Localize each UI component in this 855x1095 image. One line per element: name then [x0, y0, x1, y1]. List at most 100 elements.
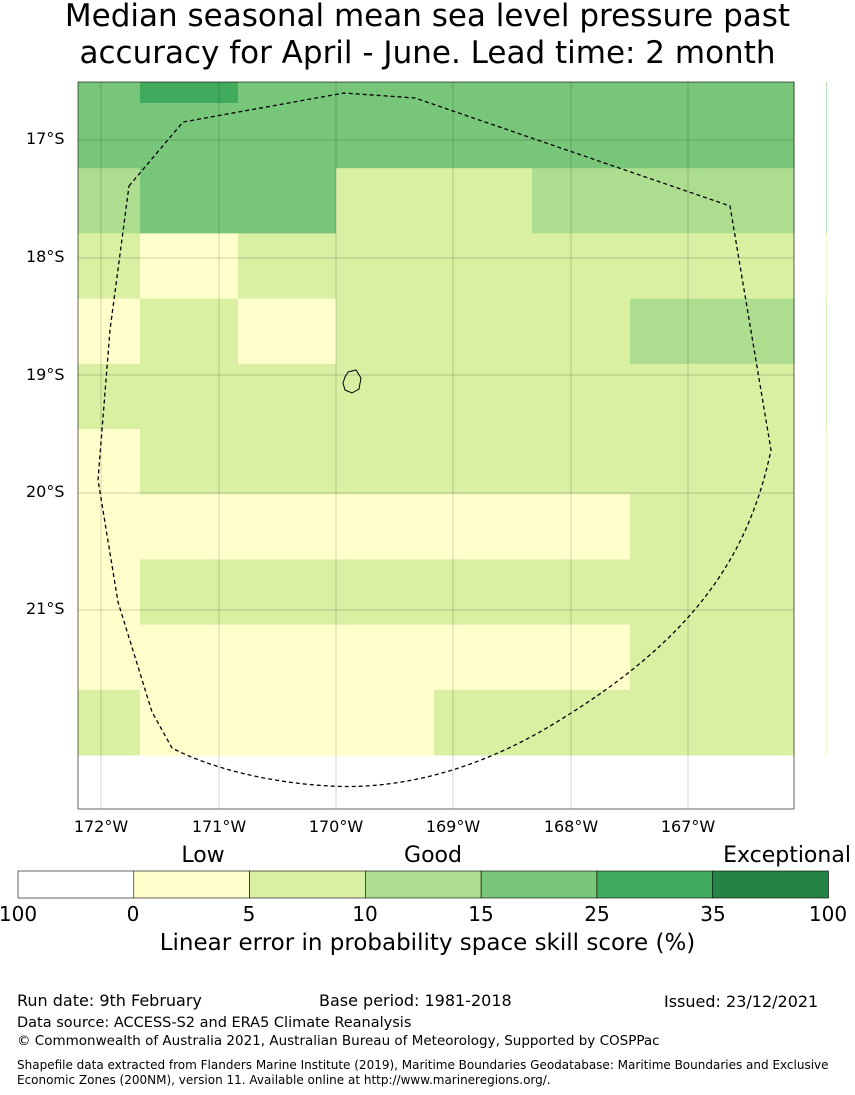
skill-cell [728, 559, 795, 626]
skill-cell [78, 559, 141, 626]
colorbar-tick: 100 [0, 902, 38, 926]
skill-cell [826, 429, 827, 495]
colorbar-tick: 100 [808, 902, 848, 926]
lon-label-167w: 167°W [660, 817, 716, 836]
skill-cell [140, 103, 239, 169]
colorbar-segment [249, 870, 366, 899]
colorbar [17, 870, 829, 899]
skill-cell [532, 168, 631, 234]
skill-cell [336, 494, 435, 560]
skill-cell [826, 494, 827, 560]
eez-boundary [97, 92, 772, 788]
skill-cell [826, 689, 827, 756]
skill-cell [238, 168, 337, 234]
skill-cell [826, 168, 827, 234]
skill-cell [826, 559, 827, 626]
skill-cell [78, 103, 141, 169]
skill-cell [336, 559, 435, 626]
skill-cell [78, 82, 141, 104]
skill-cell [78, 689, 141, 756]
skill-cell [728, 82, 795, 104]
skill-cell [434, 624, 533, 691]
niue-coastline [342, 369, 362, 394]
map-frame [77, 81, 795, 810]
colorbar-segment [480, 870, 598, 899]
skill-cell [434, 494, 533, 560]
skill-cell [434, 168, 533, 234]
skill-cell [434, 298, 533, 365]
skill-cell [532, 363, 631, 430]
skill-cell [728, 689, 795, 756]
skill-cell [532, 298, 631, 365]
colorbar-segment [365, 870, 482, 899]
skill-cell [630, 82, 729, 104]
skill-cell [630, 168, 729, 234]
skill-cell [728, 624, 795, 691]
skill-cell [728, 298, 795, 365]
skill-cell [630, 689, 729, 756]
skill-cell [336, 103, 435, 169]
graticule [78, 82, 794, 809]
data-source: Data source: ACCESS-S2 and ERA5 Climate … [17, 1015, 412, 1031]
skill-cell [238, 363, 337, 430]
skill-cell [728, 233, 795, 300]
skill-cell [78, 494, 141, 560]
skill-cell [532, 559, 631, 626]
skill-cell [728, 168, 795, 234]
lon-label-171w: 171°W [191, 817, 247, 836]
skill-cell [728, 429, 795, 495]
skill-cell [336, 233, 435, 300]
colorbar-label: Linear error in probability space skill … [159, 930, 696, 956]
skill-cell [532, 82, 631, 104]
skill-cell [826, 82, 827, 104]
colorbar-tick: 5 [242, 902, 256, 926]
lat-label-17s: 17°S [26, 129, 65, 148]
skill-cell [434, 233, 533, 300]
skill-cell [140, 494, 239, 560]
skill-cell [238, 689, 337, 756]
skill-cell [532, 494, 631, 560]
skill-cell [140, 429, 239, 495]
skill-cell [238, 429, 337, 495]
shapefile-credit: Shapefile data extracted from Flanders M… [17, 1058, 829, 1087]
colorbar-tick: 35 [700, 902, 726, 926]
skill-cell [728, 494, 795, 560]
skill-cell [78, 363, 141, 430]
skill-cell [238, 624, 337, 691]
colorbar-tick: 10 [352, 902, 378, 926]
skill-cell [336, 689, 435, 756]
skill-cell [728, 363, 795, 430]
skill-cell [532, 429, 631, 495]
skill-cell [630, 298, 729, 365]
skill-cell [630, 103, 729, 169]
skill-cell [140, 363, 239, 430]
skill-cell [336, 429, 435, 495]
skill-cell [434, 559, 533, 626]
skill-cell [434, 82, 533, 104]
skill-cell [336, 82, 435, 104]
skill-cell [434, 363, 533, 430]
skill-cell [78, 429, 141, 495]
category-low: Low [181, 843, 225, 868]
skill-cell [140, 298, 239, 365]
skill-cell [140, 233, 239, 300]
issued-date: Issued: 23/12/2021 [664, 992, 819, 1011]
skill-cell [238, 103, 337, 169]
skill-cell [238, 559, 337, 626]
lat-label-20s: 20°S [26, 482, 65, 501]
base-period: Base period: 1981-2018 [319, 991, 512, 1010]
skill-cell [336, 624, 435, 691]
skill-cell [140, 82, 239, 104]
skill-cell [826, 624, 827, 691]
skill-grid [78, 82, 827, 756]
lon-label-168w: 168°W [543, 817, 599, 836]
skill-cell [238, 82, 337, 104]
skill-cell [826, 363, 827, 430]
skill-cell [434, 689, 533, 756]
skill-cell [78, 624, 141, 691]
skill-cell [826, 103, 827, 169]
skill-cell [140, 168, 239, 234]
skill-cell [140, 559, 239, 626]
skill-cell [630, 363, 729, 430]
